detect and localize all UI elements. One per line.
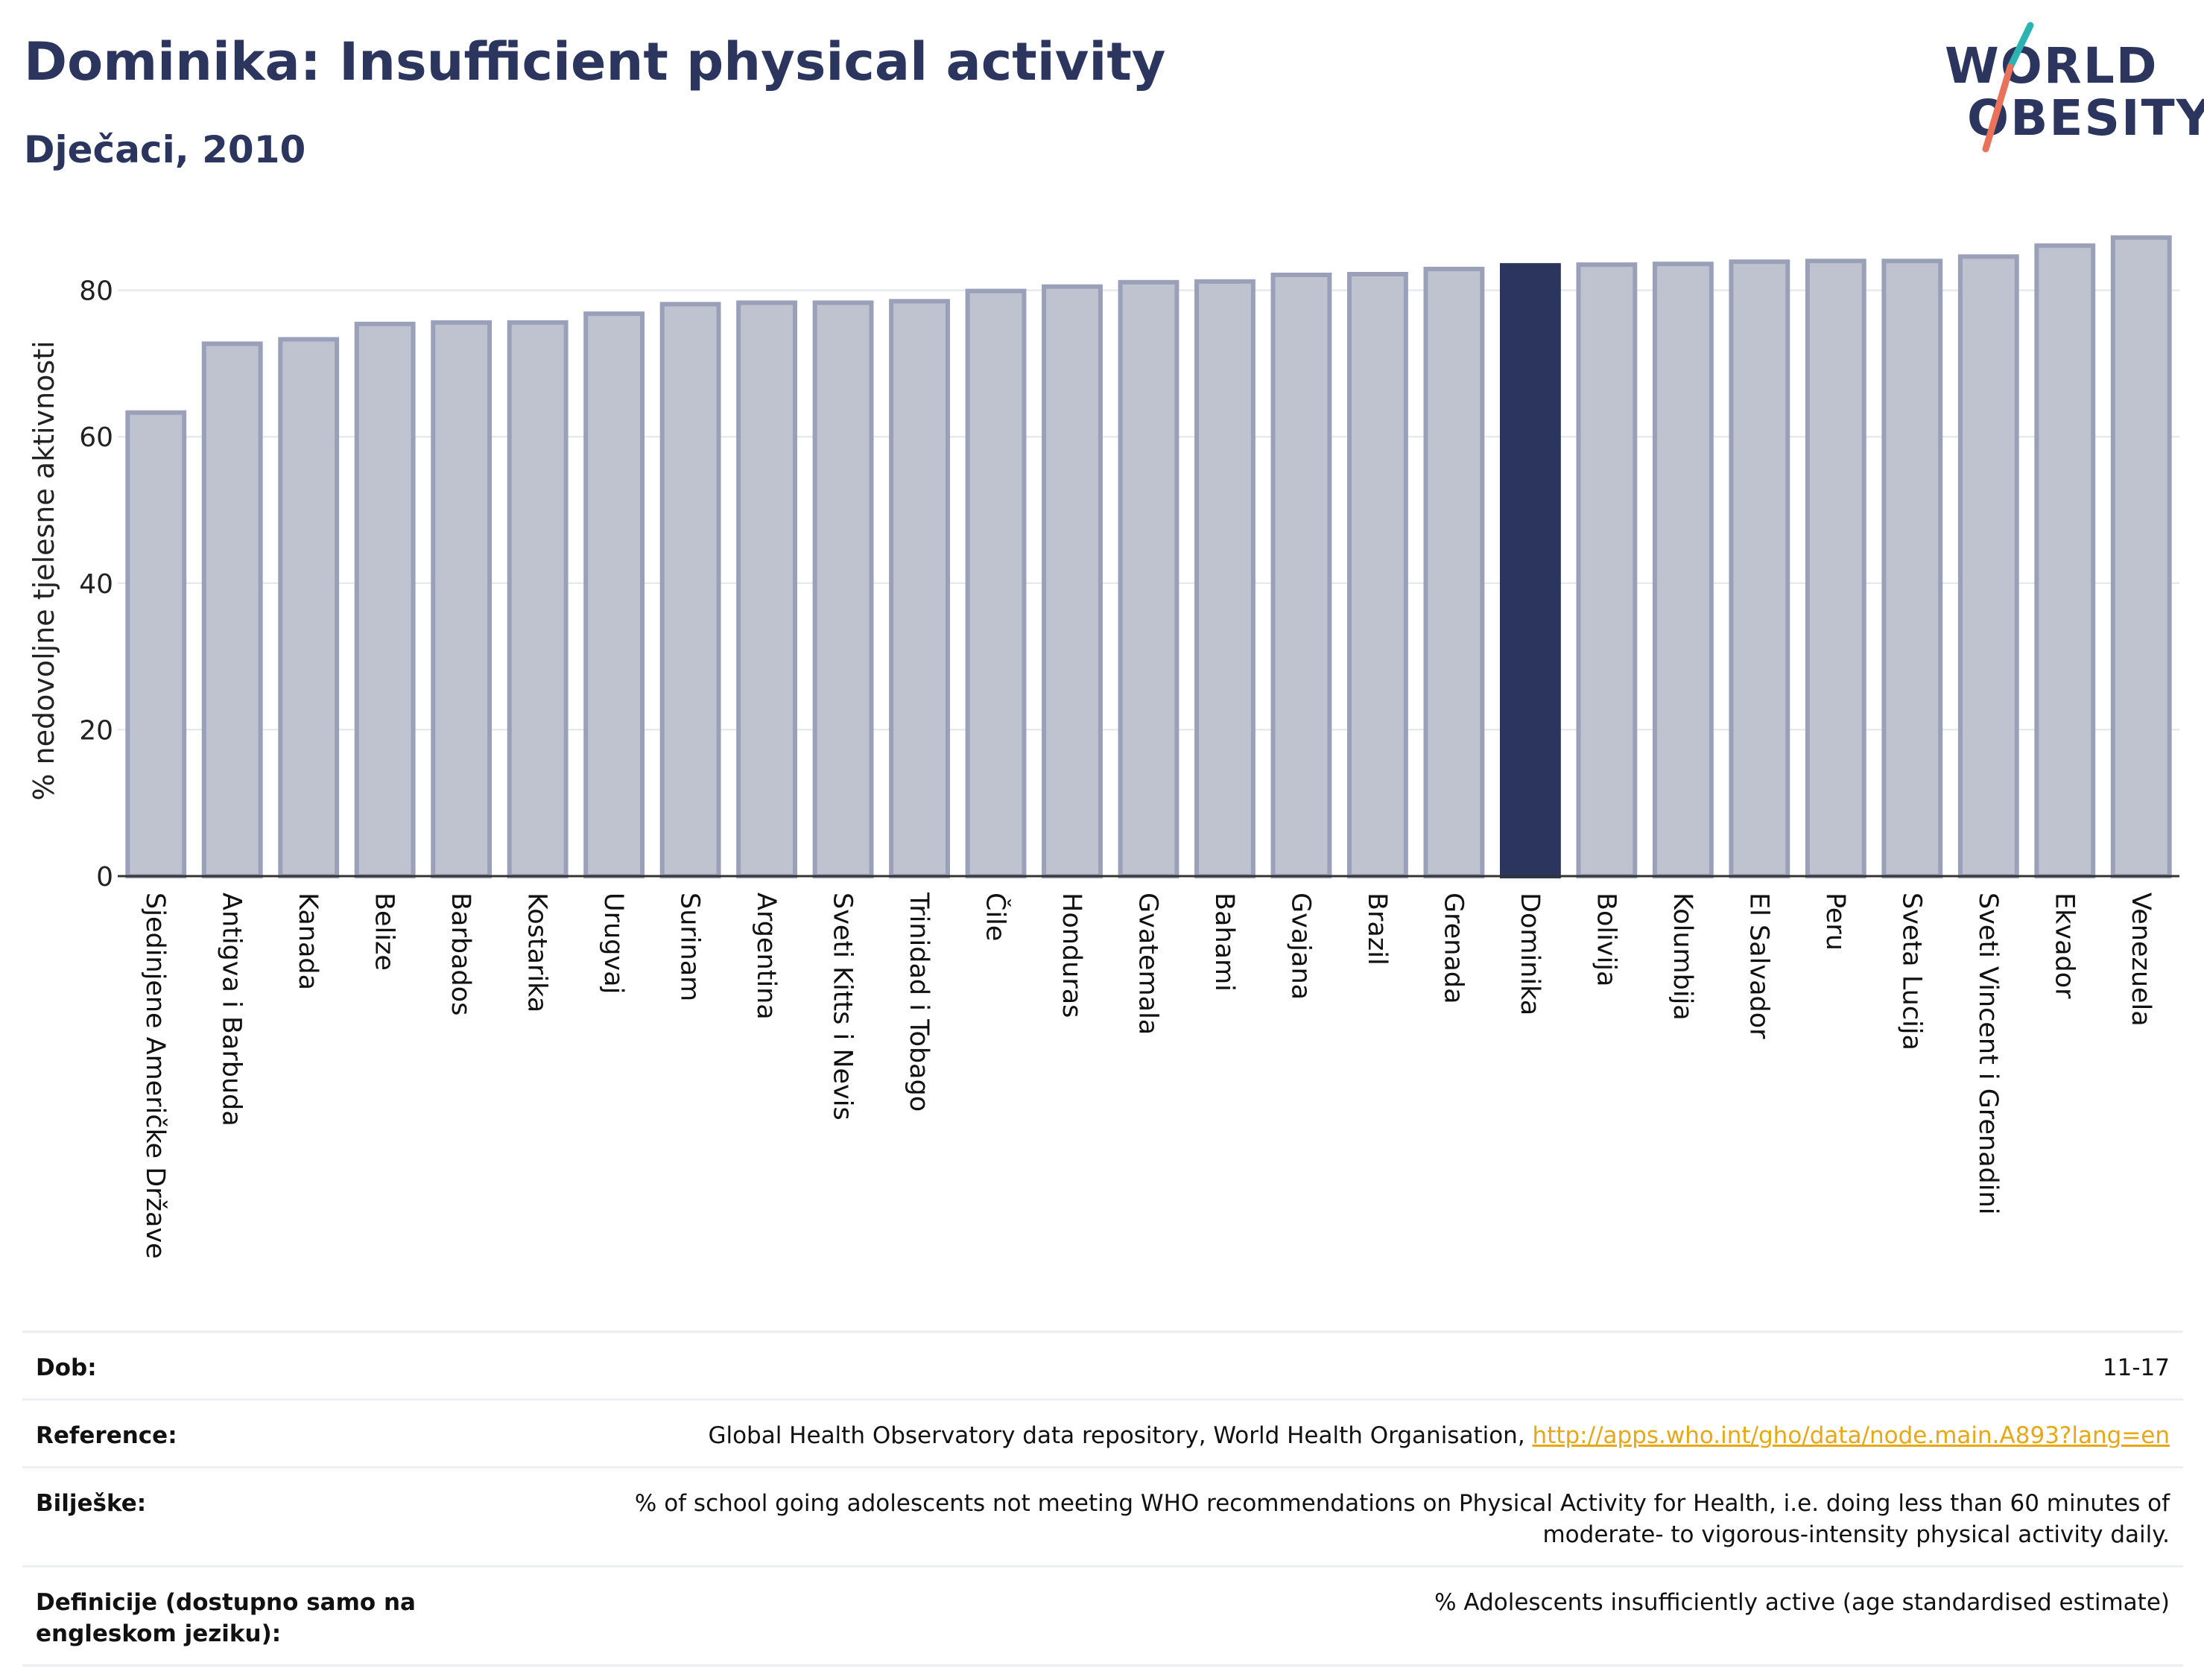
bar [1957,254,2019,878]
bars [125,235,2172,879]
info-row-notes: Bilješke: % of school going adolescents … [22,1466,2183,1565]
bar [812,300,874,879]
notes-label: Bilješke: [36,1490,147,1517]
bar [431,320,493,879]
logo-slash-icon [1982,22,2034,153]
bar [1805,259,1866,878]
bar [278,337,340,878]
x-tick-label: Argentina [751,893,781,1020]
x-tick-label: Sveta Lucija [1896,893,1926,1050]
x-tick-label: Urugvaj [598,893,628,994]
y-tick-label: 40 [79,569,113,600]
notes-line-1: % of school going adolescents not meetin… [634,1490,2170,1517]
x-tick-label: Sveti Kitts i Nevis [828,893,858,1120]
x-tick-label: Gvatemala [1133,893,1163,1035]
info-row-definitions: Definicije (dostupno samo na engleskom j… [22,1565,2183,1667]
y-tick-labels: 0 20 40 60 80 [79,276,113,893]
chart-title: Dominika: Insufficient physical activity [24,31,1166,92]
bar [1881,259,1943,878]
x-tick-label: Čile [981,893,1012,941]
x-tick-label: Barbados [446,893,475,1015]
info-table: Dob: 11-17 Reference: Global Health Obse… [22,1331,2183,1667]
y-axis-label: % nedovoljne tjelesne aktivnosti [28,340,60,800]
x-tick-labels: Sjedinjene Američke Države Antigva i Barb… [140,892,2156,1259]
x-tick-label: Sjedinjene Američke Države [140,893,170,1259]
y-tick-label: 80 [79,276,113,307]
bar [125,410,187,878]
x-tick-label: El Salvador [1744,893,1773,1039]
info-row-age: Dob: 11-17 [22,1331,2183,1398]
x-tick-label: Kostarika [522,893,552,1012]
reference-text: Global Health Observatory data repositor… [708,1422,1525,1449]
age-value: 11-17 [2102,1354,2170,1381]
bar [736,300,798,879]
bar-chart: 0 20 40 60 80 Sjedinjene Američke Države Anti… [28,235,2179,1259]
x-tick-label: Antigva i Barbuda [217,893,247,1126]
bar [354,321,416,878]
x-tick-label: Peru [1820,893,1850,951]
bar [507,320,569,879]
logo-word-world: WORLD [1945,37,2159,95]
x-tick-label: Kanada [293,893,323,990]
bar [1423,267,1485,878]
bar [2034,243,2096,878]
bar [583,311,645,878]
world-obesity-logo: WORLD OBESITY [1945,21,2204,155]
bar [1576,262,1638,878]
y-tick-label: 20 [79,715,113,746]
bar-highlighted [1499,263,1561,879]
reference-link[interactable]: http://apps.who.int/gho/data/node.main.A… [1532,1422,2170,1449]
bar [1729,259,1790,878]
bar [201,341,263,878]
y-tick-label: 0 [96,862,113,893]
definitions-label: Definicije (dostupno samo na engleskom j… [36,1589,416,1647]
reference-value: Global Health Observatory data repositor… [602,1420,2170,1451]
x-tick-label: Honduras [1057,893,1086,1018]
x-tick-label: Brazil [1362,893,1392,966]
logo-word-obesity: OBESITY [1967,89,2204,147]
x-tick-label: Trinidad i Tobago [904,892,934,1112]
bar [1118,279,1179,879]
x-tick-label: Surinam [675,893,705,1001]
bar [889,299,950,879]
bar [1652,261,1714,879]
notes-line-2: moderate- to vigorous-intensity physical… [1542,1521,2170,1548]
bar [1270,272,1332,879]
notes-value: % of school going adolescents not meetin… [602,1488,2170,1550]
x-tick-label: Kolumbija [1668,893,1697,1021]
bar [659,302,721,879]
definitions-value: % Adolescents insufficiently active (age… [1434,1589,2170,1616]
bar [1347,271,1408,878]
x-tick-label: Dominika [1515,893,1545,1015]
bar [1194,279,1255,878]
x-tick-label: Bolivija [1591,893,1621,986]
x-tick-label: Sveti Vincent i Grenadini [1973,893,2003,1215]
chart-subtitle: Dječaci, 2010 [24,128,306,171]
x-tick-label: Gvajana [1285,893,1315,1000]
info-row-reference: Reference: Global Health Observatory dat… [22,1398,2183,1466]
bar [2110,235,2172,879]
bar [1042,284,1103,878]
y-tick-label: 60 [79,422,113,453]
x-tick-label: Ekvador [2049,893,2079,999]
x-tick-label: Bahami [1209,893,1239,992]
x-tick-label: Belize [370,893,399,971]
bar [965,288,1027,878]
x-tick-label: Grenada [1438,893,1468,1004]
reference-label: Reference: [36,1422,177,1449]
x-tick-label: Venezuela [2126,893,2156,1027]
age-label: Dob: [36,1354,97,1381]
